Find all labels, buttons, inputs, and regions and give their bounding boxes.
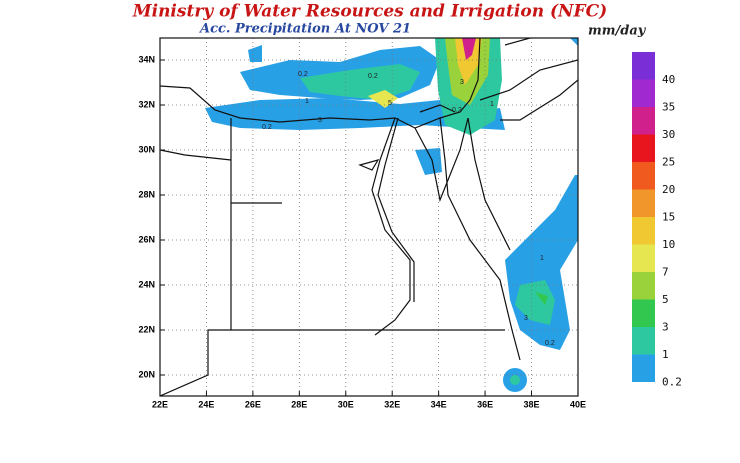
latitude-label: 22N xyxy=(138,324,155,334)
latitude-label: 26N xyxy=(138,234,155,244)
longitude-label: 32E xyxy=(384,399,400,409)
title: Ministry of Water Resources and Irrigati… xyxy=(132,2,607,22)
colorbar-swatch xyxy=(632,107,655,135)
precipitation xyxy=(205,38,578,392)
longitude-label: 28E xyxy=(291,399,307,409)
longitude-label: 24E xyxy=(198,399,214,409)
contour-label: 3 xyxy=(524,315,528,322)
longitude-label: 26E xyxy=(245,399,261,409)
colorbar-swatch xyxy=(632,162,655,190)
colorbar-label: 40 xyxy=(662,73,675,86)
colorbar-swatch xyxy=(632,134,655,162)
colorbar-swatch xyxy=(632,327,655,355)
colorbar-label: 0.2 xyxy=(662,376,682,389)
subtitle: Acc. Precipitation xyxy=(198,22,330,37)
longitude-label: 22E xyxy=(152,399,168,409)
colorbar-swatch xyxy=(632,189,655,217)
colorbar-label: 10 xyxy=(662,238,675,251)
longitude-label: 38E xyxy=(524,399,540,409)
longitude-label: 36E xyxy=(477,399,493,409)
longitude-label: 40E xyxy=(570,399,586,409)
colorbar-swatch xyxy=(632,299,655,327)
contour-label: 1 xyxy=(305,98,309,105)
borders xyxy=(160,38,578,396)
colorbar-swatch xyxy=(632,244,655,272)
colorbar-swatch xyxy=(632,79,655,107)
graticule xyxy=(160,38,578,396)
contour-label: 0.2 xyxy=(262,124,272,131)
latitude-label: 24N xyxy=(138,279,155,289)
colorbar-label: 3 xyxy=(662,321,669,334)
contour-label: 0.2 xyxy=(368,73,378,80)
contour-label: 0.2 xyxy=(298,71,308,78)
longitude-label: 30E xyxy=(338,399,354,409)
colorbar-label: 20 xyxy=(662,183,675,196)
longitude-label: 34E xyxy=(431,399,447,409)
latitude-label: 28N xyxy=(138,189,155,199)
contour-label: 3 xyxy=(460,79,464,86)
colorbar-label: 25 xyxy=(662,156,675,169)
latitude-label: 30N xyxy=(138,144,155,154)
unit: mm/day xyxy=(588,24,647,39)
colorbar-label: 1 xyxy=(662,348,669,361)
colorbar-swatch xyxy=(632,354,655,382)
contour-label: 5 xyxy=(388,100,392,107)
colorbar-swatch xyxy=(632,52,655,80)
colorbar-label: 5 xyxy=(662,293,669,306)
contour-label: 3 xyxy=(318,117,322,124)
colorbar-swatch xyxy=(632,217,655,245)
colorbar-label: 7 xyxy=(662,266,669,279)
colorbar-swatch xyxy=(632,272,655,300)
contour-label: 0.2 xyxy=(452,107,462,114)
latitude-label: 34N xyxy=(138,54,155,64)
latitude-label: 32N xyxy=(138,99,155,109)
colorbar-label: 15 xyxy=(662,211,675,224)
colorbar-label: 35 xyxy=(662,101,675,114)
contour-label: 1 xyxy=(540,255,544,262)
date: At NOV 21 xyxy=(333,22,411,37)
latitude-label: 20N xyxy=(138,369,155,379)
contour-label: 0.2 xyxy=(545,340,555,347)
colorbar-label: 30 xyxy=(662,128,675,141)
map-frame xyxy=(159,37,579,397)
contour-label: 1 xyxy=(490,101,494,108)
